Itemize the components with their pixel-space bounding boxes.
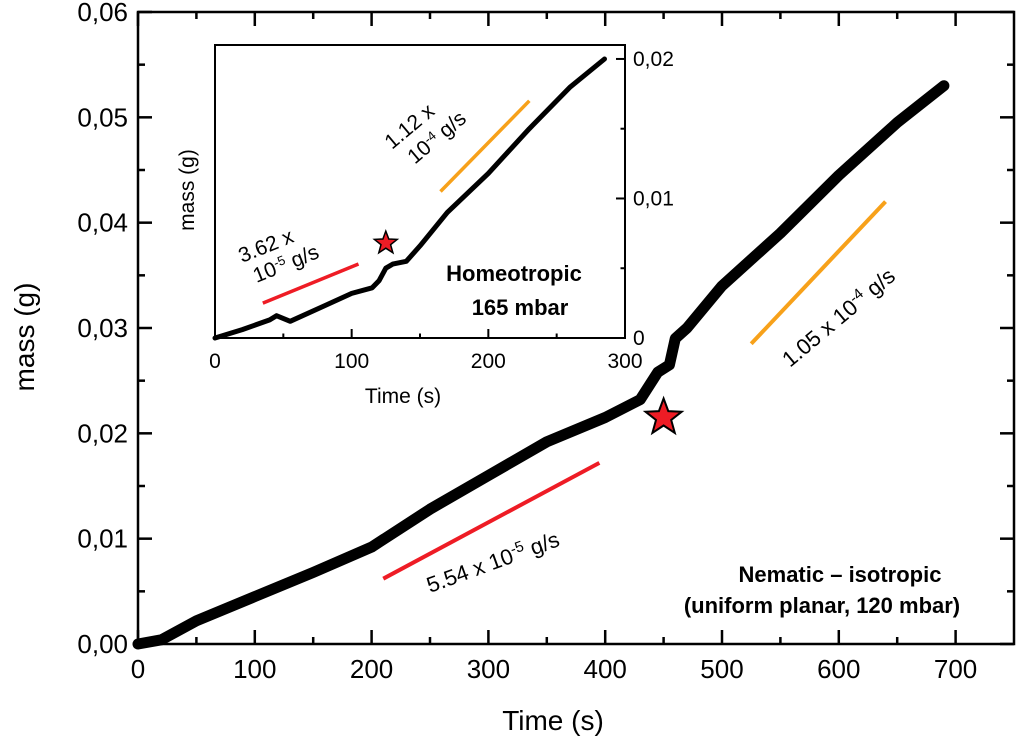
inset-star-marker (372, 228, 400, 255)
main-x-tick-label: 0 (131, 654, 145, 684)
main-series-line (132, 80, 950, 650)
main-x-tick-label: 100 (233, 654, 276, 684)
inset-fit-line-0 (262, 262, 360, 305)
main-annotation-line-2: (uniform planar, 120 mbar) (684, 593, 960, 618)
inset-plot-frame (214, 44, 626, 339)
main-y-axis-label: mass (g) (9, 283, 40, 392)
inset-x-tick-label: 100 (334, 350, 369, 373)
main-x-tick-label: 700 (934, 654, 977, 684)
main-y-tick-label: 0,05 (77, 102, 128, 132)
inset-x-tick-label: 200 (471, 350, 506, 373)
main-fit-label-orange: 1.05 x 10-4 g/s (776, 262, 900, 372)
inset-fit-lines (262, 99, 531, 305)
inset-series (212, 56, 607, 341)
inset-y-tick-label: 0 (633, 327, 645, 350)
inset-x-tick-label: 0 (209, 350, 221, 373)
main-star-marker (642, 395, 685, 436)
inset-x-axis-label: Time (s) (365, 385, 441, 408)
inset-series-line (212, 56, 607, 341)
inset-annotation-line-2: 165 mbar (472, 295, 569, 320)
main-fit-line-0 (382, 461, 601, 581)
inset-x-tick-label: 300 (607, 350, 642, 373)
inset-fit-line-1 (439, 99, 531, 193)
main-x-tick-label: 600 (817, 654, 860, 684)
inset-annotation-line-1: Homeotropic (446, 261, 582, 286)
inset-y-axis-label: mass (g) (176, 149, 199, 231)
main-y-tick-label: 0,01 (77, 524, 128, 554)
inset-marker (372, 228, 400, 255)
inset-y-tick-label: 0,01 (633, 187, 674, 210)
main-x-tick-label: 300 (467, 654, 510, 684)
main-series (132, 80, 950, 650)
main-fit-lines (382, 200, 887, 581)
main-x-axis-label: Time (s) (502, 705, 604, 736)
inset-y-tick-label: 0,02 (633, 48, 674, 71)
main-y-tick-label: 0,03 (77, 313, 128, 343)
main-marker (642, 395, 685, 436)
main-y-tick-label: 0,06 (77, 0, 128, 27)
main-fit-line-1 (749, 200, 887, 346)
main-x-tick-label: 400 (584, 654, 627, 684)
main-y-tick-label: 0,00 (77, 629, 128, 659)
main-x-tick-label: 500 (700, 654, 743, 684)
svg-text:10-5 g/s: 10-5 g/s (249, 239, 322, 287)
main-x-tick-label: 200 (350, 654, 393, 684)
main-y-tick-label: 0,02 (77, 418, 128, 448)
main-y-tick-label: 0,04 (77, 208, 128, 238)
main-ticks: 0 100 200 300 400 500 600 700 0,00 0,01 0,02 0,03 0,… (77, 0, 1014, 684)
main-fit-label-red: 5.54 x 10-5 g/s (423, 525, 563, 598)
main-annotation-line-1: Nematic – isotropic (739, 562, 942, 587)
inset-fit-label-orange: 1.12 x 10-4 g/s (380, 99, 470, 168)
